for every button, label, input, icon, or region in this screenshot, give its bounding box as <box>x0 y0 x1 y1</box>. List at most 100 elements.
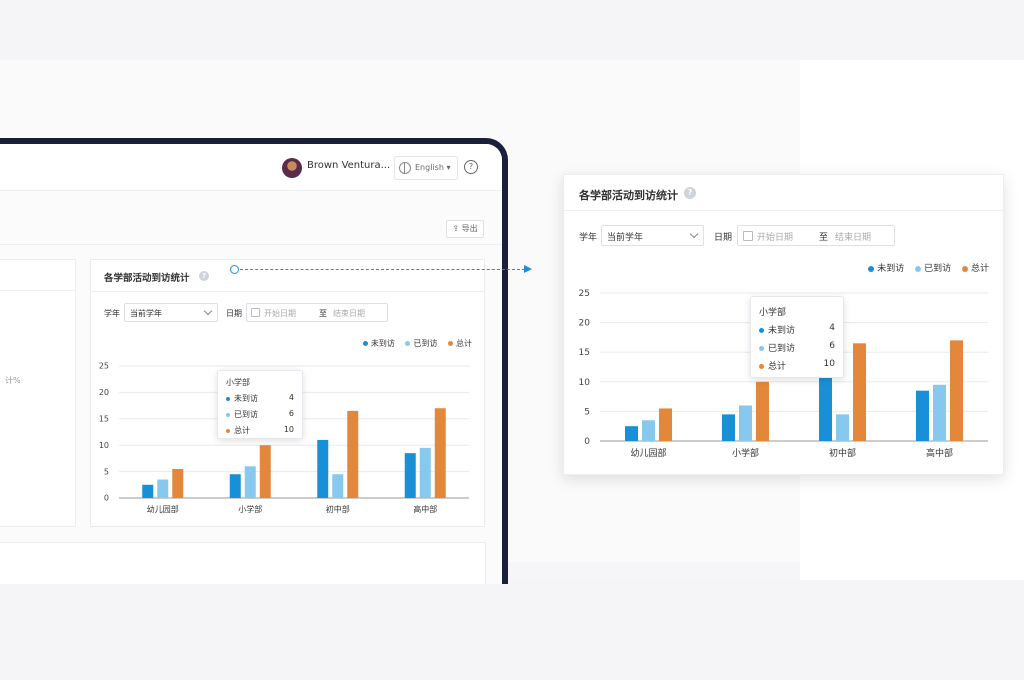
card-divider <box>91 291 484 292</box>
legend-item-not-visited[interactable]: 未到访 <box>362 338 395 349</box>
date-label: 日期 <box>714 233 733 243</box>
tooltip-row: 已到访 6 <box>759 341 835 354</box>
bar <box>950 340 963 441</box>
start-date-placeholder: 开始日期 <box>264 309 296 318</box>
calendar-icon <box>743 231 753 241</box>
export-button[interactable]: ⇪ 导出 <box>446 220 484 238</box>
arrow-right-icon <box>524 265 532 273</box>
bar <box>157 479 169 498</box>
x-tick-label: 小学部 <box>238 504 262 514</box>
x-tick-label: 高中部 <box>926 447 953 459</box>
bar <box>419 447 431 498</box>
bar <box>434 408 446 498</box>
x-tick-label: 小学部 <box>732 447 759 459</box>
tooltip-row: 未到访 4 <box>759 323 835 336</box>
bar <box>259 445 271 498</box>
legend-item-not-visited[interactable]: 未到访 <box>868 261 904 274</box>
range-separator: 至 <box>319 309 327 318</box>
tooltip-row: 总计 10 <box>759 359 835 372</box>
legend-item-visited[interactable]: 已到访 <box>915 261 951 274</box>
top-bar: Brown Ventura... English ▾ ? <box>0 144 502 191</box>
legend-item-visited[interactable]: 已到访 <box>405 338 437 349</box>
legend-item-total[interactable]: 总计 <box>448 338 472 349</box>
y-tick-label: 15 <box>99 414 109 423</box>
end-date-placeholder: 结束日期 <box>333 309 365 318</box>
bar <box>659 408 672 441</box>
language-selector[interactable]: English ▾ <box>394 156 458 180</box>
help-icon[interactable]: ? <box>464 160 478 174</box>
bar <box>404 453 416 498</box>
tooltip-dot <box>226 428 230 433</box>
bar <box>722 414 735 441</box>
legend-dot <box>448 341 453 346</box>
tooltip-dot <box>759 328 764 333</box>
bar <box>836 414 849 441</box>
y-tick-label: 0 <box>104 494 109 503</box>
legend-dot <box>362 341 368 346</box>
tooltip-dot <box>759 346 764 351</box>
bar <box>317 439 329 498</box>
chart-legend: 未到访 已到访 总计 <box>860 261 989 274</box>
legend-dot <box>405 341 411 346</box>
x-tick-label: 幼儿园部 <box>630 447 666 459</box>
export-icon: ⇪ <box>452 224 460 233</box>
year-label: 学年 <box>104 309 120 318</box>
y-tick-label: 5 <box>584 407 590 417</box>
y-tick-label: 15 <box>579 348 590 358</box>
bar <box>172 468 184 498</box>
year-label: 学年 <box>579 233 598 243</box>
left-card-divider <box>0 290 75 291</box>
info-icon[interactable]: ? <box>684 187 696 199</box>
device-frame: Brown Ventura... English ▾ ? ⇪ 导出 计% 各学部… <box>0 138 508 584</box>
year-select-value: 当前学年 <box>607 233 644 243</box>
chart-tooltip: 小学部 未到访 4 已到访 6 总计 10 <box>217 370 303 439</box>
year-select-value: 当前学年 <box>130 309 162 318</box>
bar <box>739 405 752 441</box>
y-tick-label: 20 <box>579 319 591 329</box>
y-tick-label: 5 <box>104 467 109 476</box>
legend-item-total[interactable]: 总计 <box>961 261 989 274</box>
year-select[interactable]: 当前学年 <box>601 225 704 246</box>
tooltip-dot <box>759 364 764 369</box>
page-background-bottom <box>0 580 1024 680</box>
y-tick-label: 0 <box>584 437 590 447</box>
user-avatar[interactable] <box>282 158 302 178</box>
bar <box>229 474 241 498</box>
bar <box>347 410 359 498</box>
bar <box>142 484 154 498</box>
x-tick-label: 初中部 <box>326 504 350 514</box>
tooltip-row: 已到访 6 <box>226 409 294 420</box>
x-tick-label: 高中部 <box>413 504 437 514</box>
bar <box>933 384 946 441</box>
card-title: 各学部活动到访统计 <box>579 189 678 202</box>
start-date-placeholder: 开始日期 <box>757 233 794 243</box>
year-select[interactable]: 当前学年 <box>124 303 218 322</box>
info-icon[interactable]: ? <box>199 271 209 281</box>
user-name[interactable]: Brown Ventura... <box>307 160 391 171</box>
chart-tooltip: 小学部 未到访 4 已到访 6 总计 10 <box>750 296 844 378</box>
tooltip-row: 总计 10 <box>226 425 294 436</box>
bar <box>756 381 769 441</box>
tooltip-title: 小学部 <box>759 308 787 318</box>
globe-icon <box>399 162 411 174</box>
bar <box>244 466 256 498</box>
date-range-picker[interactable]: 开始日期 至 结束日期 <box>737 225 895 246</box>
calendar-icon <box>251 308 260 317</box>
left-card-percent-text: 计% <box>5 376 21 385</box>
date-range-picker[interactable]: 开始日期 至 结束日期 <box>246 303 388 322</box>
callout-connector-line <box>235 269 525 270</box>
y-tick-label: 10 <box>579 378 591 388</box>
callout-start-dot <box>230 265 239 274</box>
tooltip-row: 未到访 4 <box>226 393 294 404</box>
header-divider <box>0 244 502 245</box>
tooltip-dot <box>226 412 230 417</box>
left-card: 计% <box>0 259 76 527</box>
chart-legend: 未到访 已到访 总计 <box>355 338 472 349</box>
bar <box>916 390 929 441</box>
date-label: 日期 <box>226 309 242 318</box>
language-label: English ▾ <box>415 163 451 172</box>
visit-stats-card-large: 各学部活动到访统计 ? 学年 当前学年 日期 开始日期 至 结束日期 未到访 已… <box>563 174 1004 475</box>
card-divider <box>564 210 1003 211</box>
